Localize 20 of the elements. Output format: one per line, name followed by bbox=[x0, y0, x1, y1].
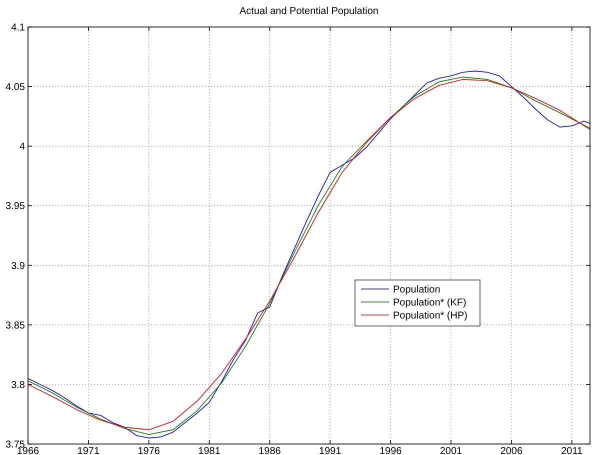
y-tick-label: 3.85 bbox=[6, 320, 26, 332]
y-tick-label: 3.8 bbox=[11, 380, 26, 391]
x-tick-label: 1971 bbox=[77, 446, 100, 455]
y-tick-label: 3.95 bbox=[6, 201, 26, 212]
legend-label: Population bbox=[393, 284, 440, 296]
x-tick-label: 1996 bbox=[379, 446, 402, 455]
legend-label: Population* (KF) bbox=[393, 298, 466, 308]
x-tick-label: 1986 bbox=[258, 446, 282, 455]
y-tick-label: 4.1 bbox=[11, 22, 26, 34]
x-tick-label: 2011 bbox=[561, 446, 584, 455]
x-tick-label: 1991 bbox=[319, 446, 342, 455]
x-tick-label: 2001 bbox=[440, 446, 463, 455]
y-tick-label: 4 bbox=[19, 142, 26, 153]
x-tick-label: 1976 bbox=[138, 446, 160, 455]
chart-title: Actual and Potential Population bbox=[240, 6, 378, 17]
x-tick-label: 2006 bbox=[500, 446, 523, 455]
y-tick-label: 4.05 bbox=[6, 82, 26, 94]
y-tick-label: 3.9 bbox=[11, 260, 26, 272]
x-tick-label: 1981 bbox=[198, 446, 221, 455]
legend-label: Population* (HP) bbox=[393, 310, 468, 322]
